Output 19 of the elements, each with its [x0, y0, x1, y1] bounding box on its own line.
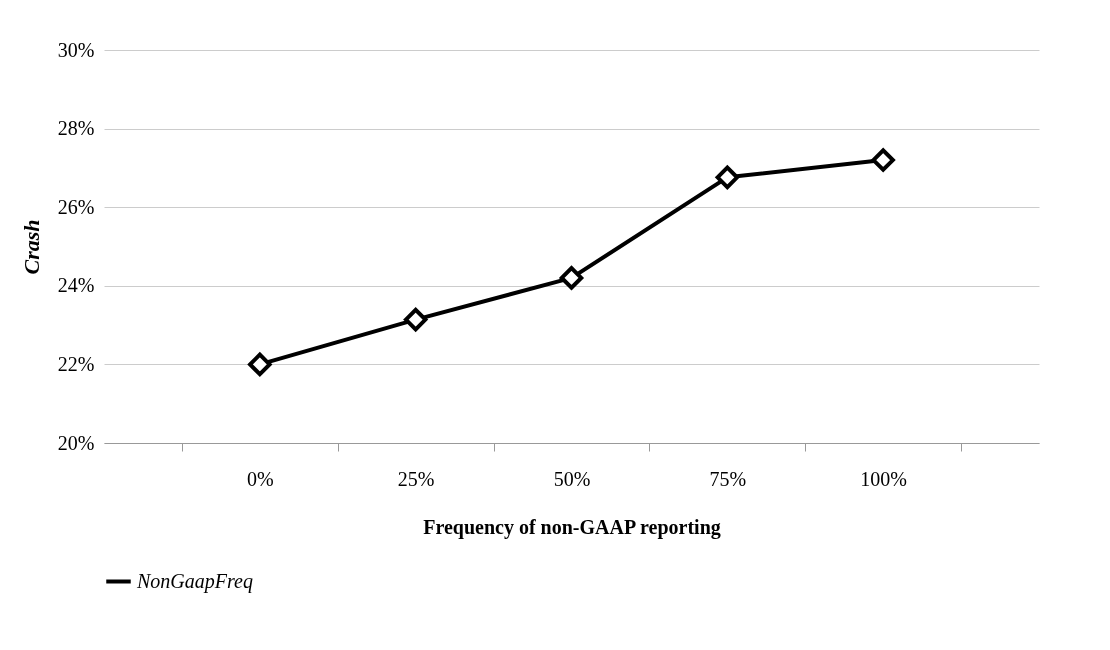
point — [248, 352, 272, 377]
x-tick-label: 75% — [709, 467, 747, 490]
y-tick-label: 28% — [57, 117, 95, 140]
y-axis-title: Crash — [18, 219, 44, 275]
x-tick-label: 50% — [553, 467, 591, 490]
y-tick-label: 26% — [57, 195, 95, 218]
x-axis-title: Frequency of non-GAAP reporting — [423, 515, 721, 539]
point — [559, 266, 584, 290]
point — [715, 165, 740, 190]
x-tick-label: 25% — [397, 467, 435, 490]
y-tick-label: 20% — [57, 431, 95, 454]
y-tick-label: 22% — [57, 352, 95, 375]
y-tick-label: 24% — [57, 274, 95, 297]
point — [403, 307, 428, 332]
x-tick-label: 0% — [247, 467, 274, 490]
y-tick-label: 30% — [57, 38, 95, 61]
point — [871, 148, 895, 172]
x-tick-label: 100% — [860, 467, 907, 490]
legend-label: NonGaapFreq — [136, 569, 253, 593]
